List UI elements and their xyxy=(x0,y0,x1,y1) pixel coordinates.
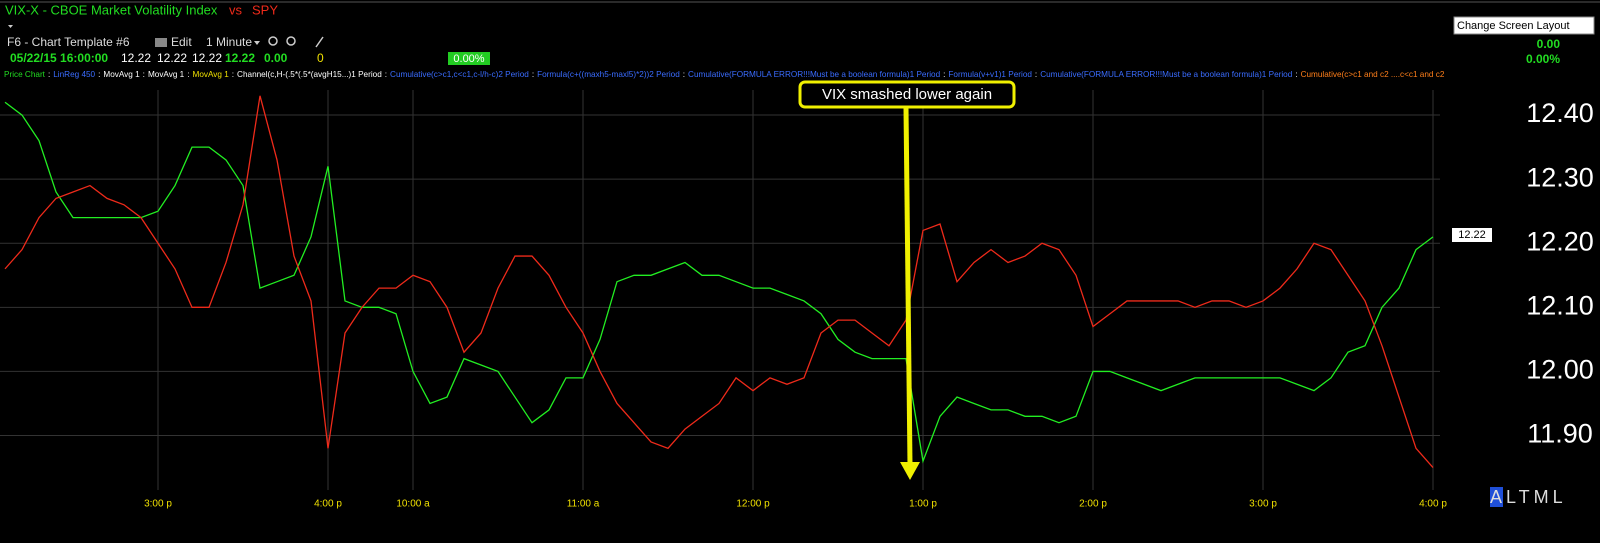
study-label: LinReg 450 xyxy=(53,70,95,79)
right-change: 0.00 xyxy=(1537,37,1561,51)
change-badge: 0.00% xyxy=(453,53,484,65)
study-separator: : xyxy=(385,70,387,79)
annotation-box xyxy=(798,80,1016,109)
annotation: VIX smashed lower again xyxy=(822,86,992,103)
study-label: MovAvg 1 xyxy=(148,70,185,79)
x-tick-label: 2:00 p xyxy=(1079,499,1107,510)
study-separator: : xyxy=(187,70,189,79)
study-separator: : xyxy=(48,70,50,79)
study-label: Cumulative(FORMULA ERROR!!!Must be a boo… xyxy=(1040,70,1293,79)
last-price: 12.22 xyxy=(1458,229,1486,241)
right-change-pct: 0.00% xyxy=(1526,52,1560,66)
study-separator: : xyxy=(98,70,100,79)
quote-time: 05/22/15 16:00:00 xyxy=(10,51,108,65)
series-line xyxy=(4,95,1434,468)
mode-buttons[interactable]: ALTML xyxy=(1490,487,1567,507)
study-separator: : xyxy=(1295,70,1297,79)
interval-menu[interactable]: 1 Minute xyxy=(206,35,252,49)
study-label: Price Chart xyxy=(4,70,46,79)
symbol-title: VIX-X - CBOE Market Volatility Index xyxy=(5,2,218,17)
tooltip: Change Screen Layout xyxy=(1457,20,1570,32)
annotation-arrow xyxy=(903,107,913,466)
quote-low: 12.22 xyxy=(192,51,222,65)
series-line xyxy=(4,101,1434,464)
x-tick-label: 12:00 p xyxy=(736,499,770,510)
zoom-in[interactable] xyxy=(268,36,278,46)
mode-highlight xyxy=(1490,487,1503,507)
compare-symbol: SPY xyxy=(252,2,278,17)
study-label: Cumulative(FORMULA ERROR!!!Must be a boo… xyxy=(688,70,941,79)
quote-last: 12.22 xyxy=(225,51,255,65)
study-label: Cumulative(c>c1,c<c1,c-l/h-c)2 Period xyxy=(390,70,529,79)
study-separator: : xyxy=(1035,70,1037,79)
y-tick-label: 12.20 xyxy=(1526,226,1594,256)
study-label: Cumulative(c>c1 and c2 ....c<c1 and c2 xyxy=(1301,70,1445,79)
quote-volume: 0 xyxy=(317,51,324,65)
study-separator: : xyxy=(943,70,945,79)
joiner: vs xyxy=(229,2,243,17)
interval-arrow[interactable] xyxy=(254,41,260,45)
dropdown-arrow[interactable] xyxy=(8,25,13,28)
plot: 12.40 12.30 12.20 12.10 12.00 11.90 3:00 p 4:00… xyxy=(0,90,1594,510)
quote-change: 0.00 xyxy=(264,51,288,65)
studies-line: Price Chart: LinReg 450: MovAvg 1: MovAvg 1… xyxy=(4,70,1445,79)
study-separator: : xyxy=(232,70,234,79)
study-separator: : xyxy=(143,70,145,79)
draw-tool[interactable] xyxy=(315,36,324,48)
template-menu[interactable]: F6 - Chart Template #6 xyxy=(7,35,130,49)
study-label: Channel(c,H-(.5*(.5*(avgH15...)1 Period xyxy=(237,70,382,79)
study-label: Formula(c+((maxh5-maxl5)*2))2 Period xyxy=(537,70,680,79)
study-separator: : xyxy=(683,70,685,79)
y-tick-label: 12.30 xyxy=(1526,162,1594,192)
y-tick-label: 11.90 xyxy=(1527,419,1593,449)
x-tick-label: 3:00 p xyxy=(1249,499,1277,510)
tooltip-bg xyxy=(1453,16,1595,35)
x-tick-label: 1:00 p xyxy=(909,499,937,510)
quote-open: 12.22 xyxy=(121,51,151,65)
x-tick-label: 4:00 p xyxy=(1419,499,1447,510)
study-separator: : xyxy=(532,70,534,79)
zoom-out[interactable] xyxy=(286,36,296,46)
last-price-bg xyxy=(1452,228,1492,242)
edit-button[interactable]: Edit xyxy=(171,35,192,49)
x-tick-label: 3:00 p xyxy=(144,499,172,510)
study-label: MovAvg 1 xyxy=(103,70,140,79)
study-label: Formula(v+v1)1 Period xyxy=(948,70,1032,79)
x-tick-label: 10:00 a xyxy=(396,499,430,510)
arrow-head xyxy=(900,462,920,480)
quote-high: 12.22 xyxy=(157,51,187,65)
y-tick-label: 12.40 xyxy=(1526,98,1594,128)
x-tick-label: 11:00 a xyxy=(567,499,600,510)
change-badge-bg xyxy=(448,52,490,65)
edit-icon[interactable] xyxy=(155,38,167,47)
y-tick-label: 12.00 xyxy=(1526,355,1594,385)
study-label: MovAvg 1 xyxy=(193,70,230,79)
y-tick-label: 12.10 xyxy=(1526,290,1594,320)
x-tick-label: 4:00 p xyxy=(314,499,342,510)
